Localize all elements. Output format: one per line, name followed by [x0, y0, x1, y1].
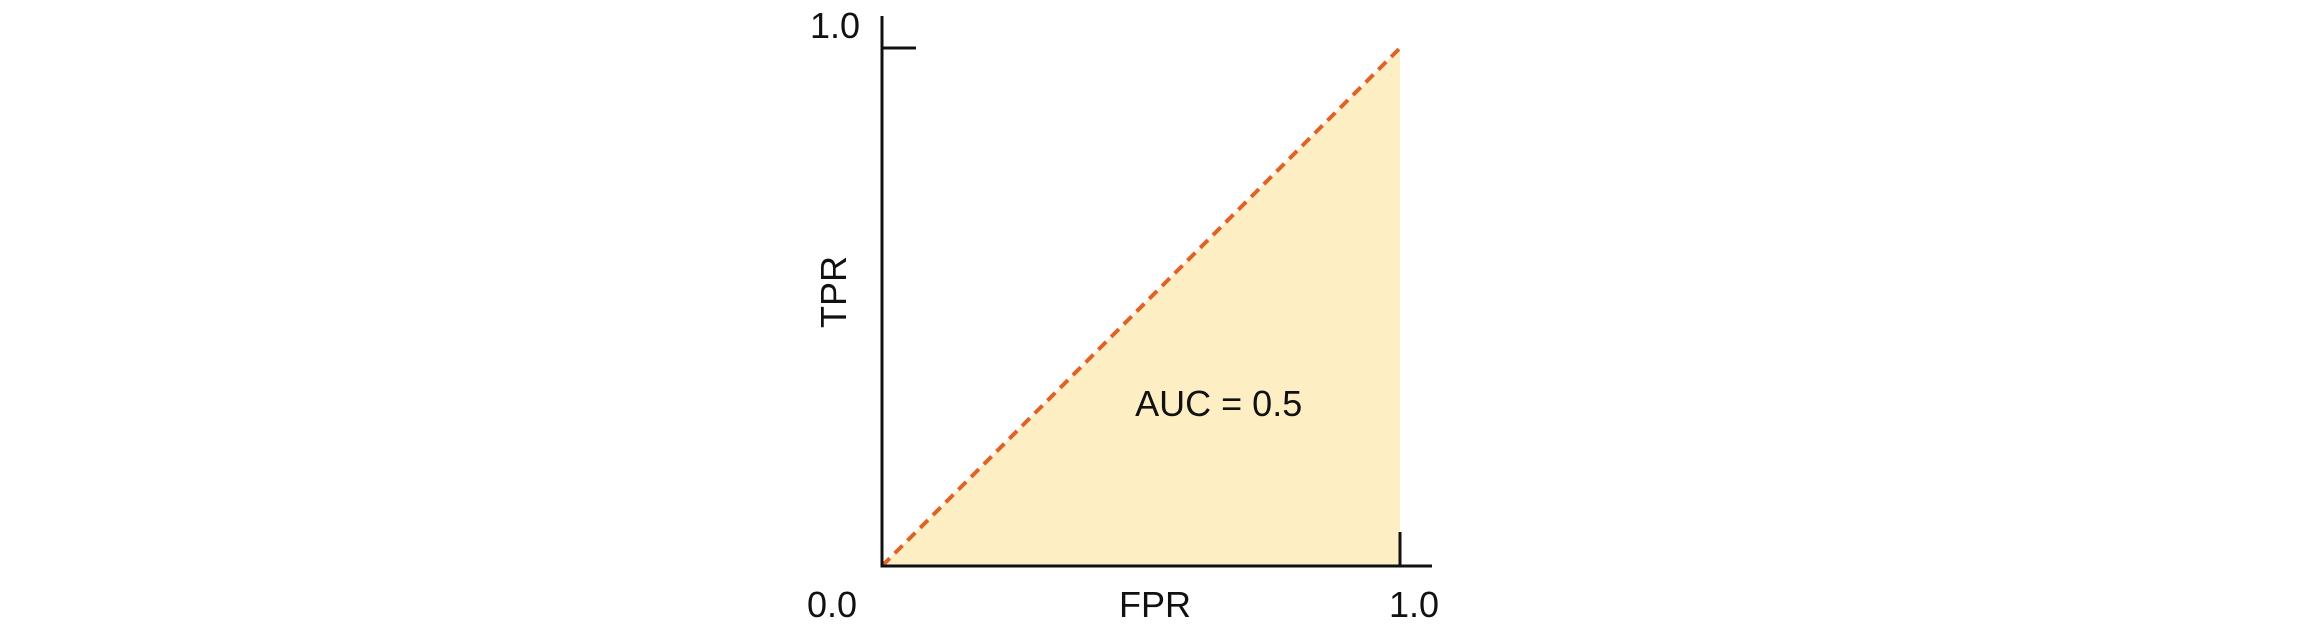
x-tick-label-1: 1.0 [1389, 584, 1439, 625]
x-axis-label: FPR [1119, 584, 1191, 625]
roc-diagonal-line [880, 46, 1402, 568]
auc-annotation: AUC = 0.5 [1135, 383, 1302, 424]
y-axis-label: TPR [813, 256, 854, 328]
x-tick-label-0: 0.0 [807, 584, 857, 625]
y-tick-label-1: 1.0 [810, 5, 860, 46]
